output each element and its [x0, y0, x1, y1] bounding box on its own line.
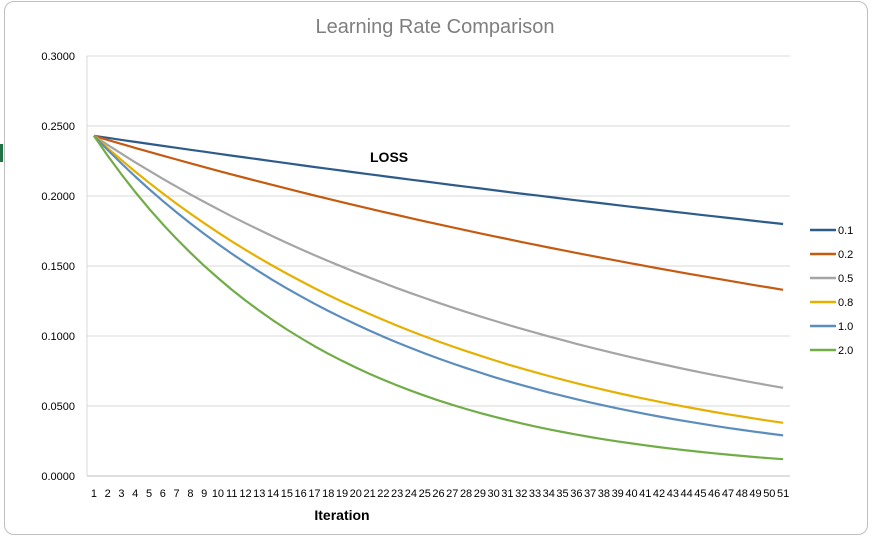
- loss-annotation: LOSS: [370, 149, 408, 165]
- x-tick-label: 36: [570, 488, 582, 500]
- x-tick-label: 15: [281, 488, 293, 500]
- x-tick-label: 6: [160, 488, 166, 500]
- x-tick-label: 10: [212, 488, 224, 500]
- x-tick-label: 31: [501, 488, 513, 500]
- y-tick-label: 0.1500: [41, 261, 75, 273]
- y-axis-ticks: 0.0000 0.0500 0.1000 0.1500 0.2000 0.2500 0.30…: [41, 51, 75, 483]
- legend-label: 0.2: [838, 249, 853, 261]
- x-tick-label: 35: [556, 488, 568, 500]
- x-tick-label: 32: [515, 488, 527, 500]
- legend-label: 0.8: [838, 297, 853, 309]
- x-tick-label: 11: [226, 488, 237, 500]
- x-tick-label: 44: [680, 488, 692, 500]
- legend-label: 2.0: [838, 345, 853, 357]
- series-line-0.2: [93, 134, 784, 291]
- x-tick-label: 25: [419, 488, 431, 500]
- x-tick-label: 39: [612, 488, 624, 500]
- x-tick-label: 41: [639, 488, 651, 500]
- y-tick-label: 0.0000: [41, 471, 75, 483]
- x-tick-label: 49: [749, 488, 761, 500]
- x-tick-label: 8: [187, 488, 193, 500]
- x-tick-label: 37: [584, 488, 596, 500]
- x-tick-label: 7: [174, 488, 180, 500]
- legend-label: 1.0: [838, 321, 853, 333]
- x-tick-label: 38: [598, 488, 610, 500]
- x-tick-label: 46: [708, 488, 720, 500]
- x-tick-label: 13: [253, 488, 265, 500]
- x-tick-label: 29: [474, 488, 486, 500]
- chart-frame: [4, 1, 868, 535]
- x-tick-label: 14: [267, 488, 279, 500]
- x-tick-label: 1: [91, 488, 97, 500]
- y-tick-label: 0.1000: [41, 331, 75, 343]
- series-line-0.5: [93, 134, 784, 389]
- y-tick-label: 0.2000: [41, 191, 75, 203]
- x-tick-label: 5: [146, 488, 152, 500]
- series-line-1.0: [93, 135, 784, 437]
- chart-title: Learning Rate Comparison: [315, 16, 554, 38]
- x-tick-label: 30: [488, 488, 500, 500]
- x-tick-label: 12: [239, 488, 251, 500]
- x-tick-label: 3: [118, 488, 124, 500]
- x-tick-label: 4: [132, 488, 138, 500]
- series-lines: [92, 134, 784, 461]
- y-tick-label: 0.2500: [41, 121, 75, 133]
- x-axis: 1 2 3 4 5 6 7 8 9 10 11 12 13 14 15 16 17 18 19 20 21 22 23 24 2…: [91, 488, 789, 500]
- x-tick-label: 43: [667, 488, 679, 500]
- y-tick-label: 0.3000: [41, 51, 75, 63]
- x-tick-label: 23: [391, 488, 403, 500]
- x-tick-label: 51: [777, 488, 789, 500]
- legend-label: 0.1: [838, 225, 853, 237]
- series-line-2.0: [92, 135, 784, 461]
- legend-label: 0.5: [838, 273, 853, 285]
- series-line-0.1: [93, 134, 784, 226]
- x-tick-label: 9: [201, 488, 207, 500]
- x-tick-label: 40: [625, 488, 637, 500]
- x-tick-label: 17: [308, 488, 320, 500]
- x-tick-label: 27: [446, 488, 458, 500]
- x-tick-label: 20: [350, 488, 362, 500]
- gridlines: [86, 55, 790, 477]
- x-tick-label: 33: [529, 488, 541, 500]
- x-tick-label: 48: [736, 488, 748, 500]
- series-line-0.8: [93, 134, 784, 424]
- x-tick-label: 50: [763, 488, 775, 500]
- x-tick-label: 2: [105, 488, 111, 500]
- y-tick-label: 0.0500: [41, 401, 75, 413]
- x-tick-label: 18: [322, 488, 334, 500]
- x-tick-label: 24: [405, 488, 417, 500]
- x-tick-label: 22: [377, 488, 389, 500]
- x-tick-label: 34: [543, 488, 555, 500]
- x-tick-label: 21: [363, 488, 375, 500]
- x-tick-label: 42: [653, 488, 665, 500]
- x-tick-label: 16: [295, 488, 307, 500]
- x-tick-label: 47: [722, 488, 734, 500]
- x-tick-label: 19: [336, 488, 348, 500]
- x-axis-label: Iteration: [314, 507, 369, 523]
- x-tick-label: 28: [460, 488, 472, 500]
- sheet-edge-marker: [0, 144, 3, 162]
- legend: 0.1 0.2 0.5 0.8 1.0 2.0: [810, 225, 853, 357]
- x-tick-label: 45: [694, 488, 706, 500]
- x-tick-label: 26: [432, 488, 444, 500]
